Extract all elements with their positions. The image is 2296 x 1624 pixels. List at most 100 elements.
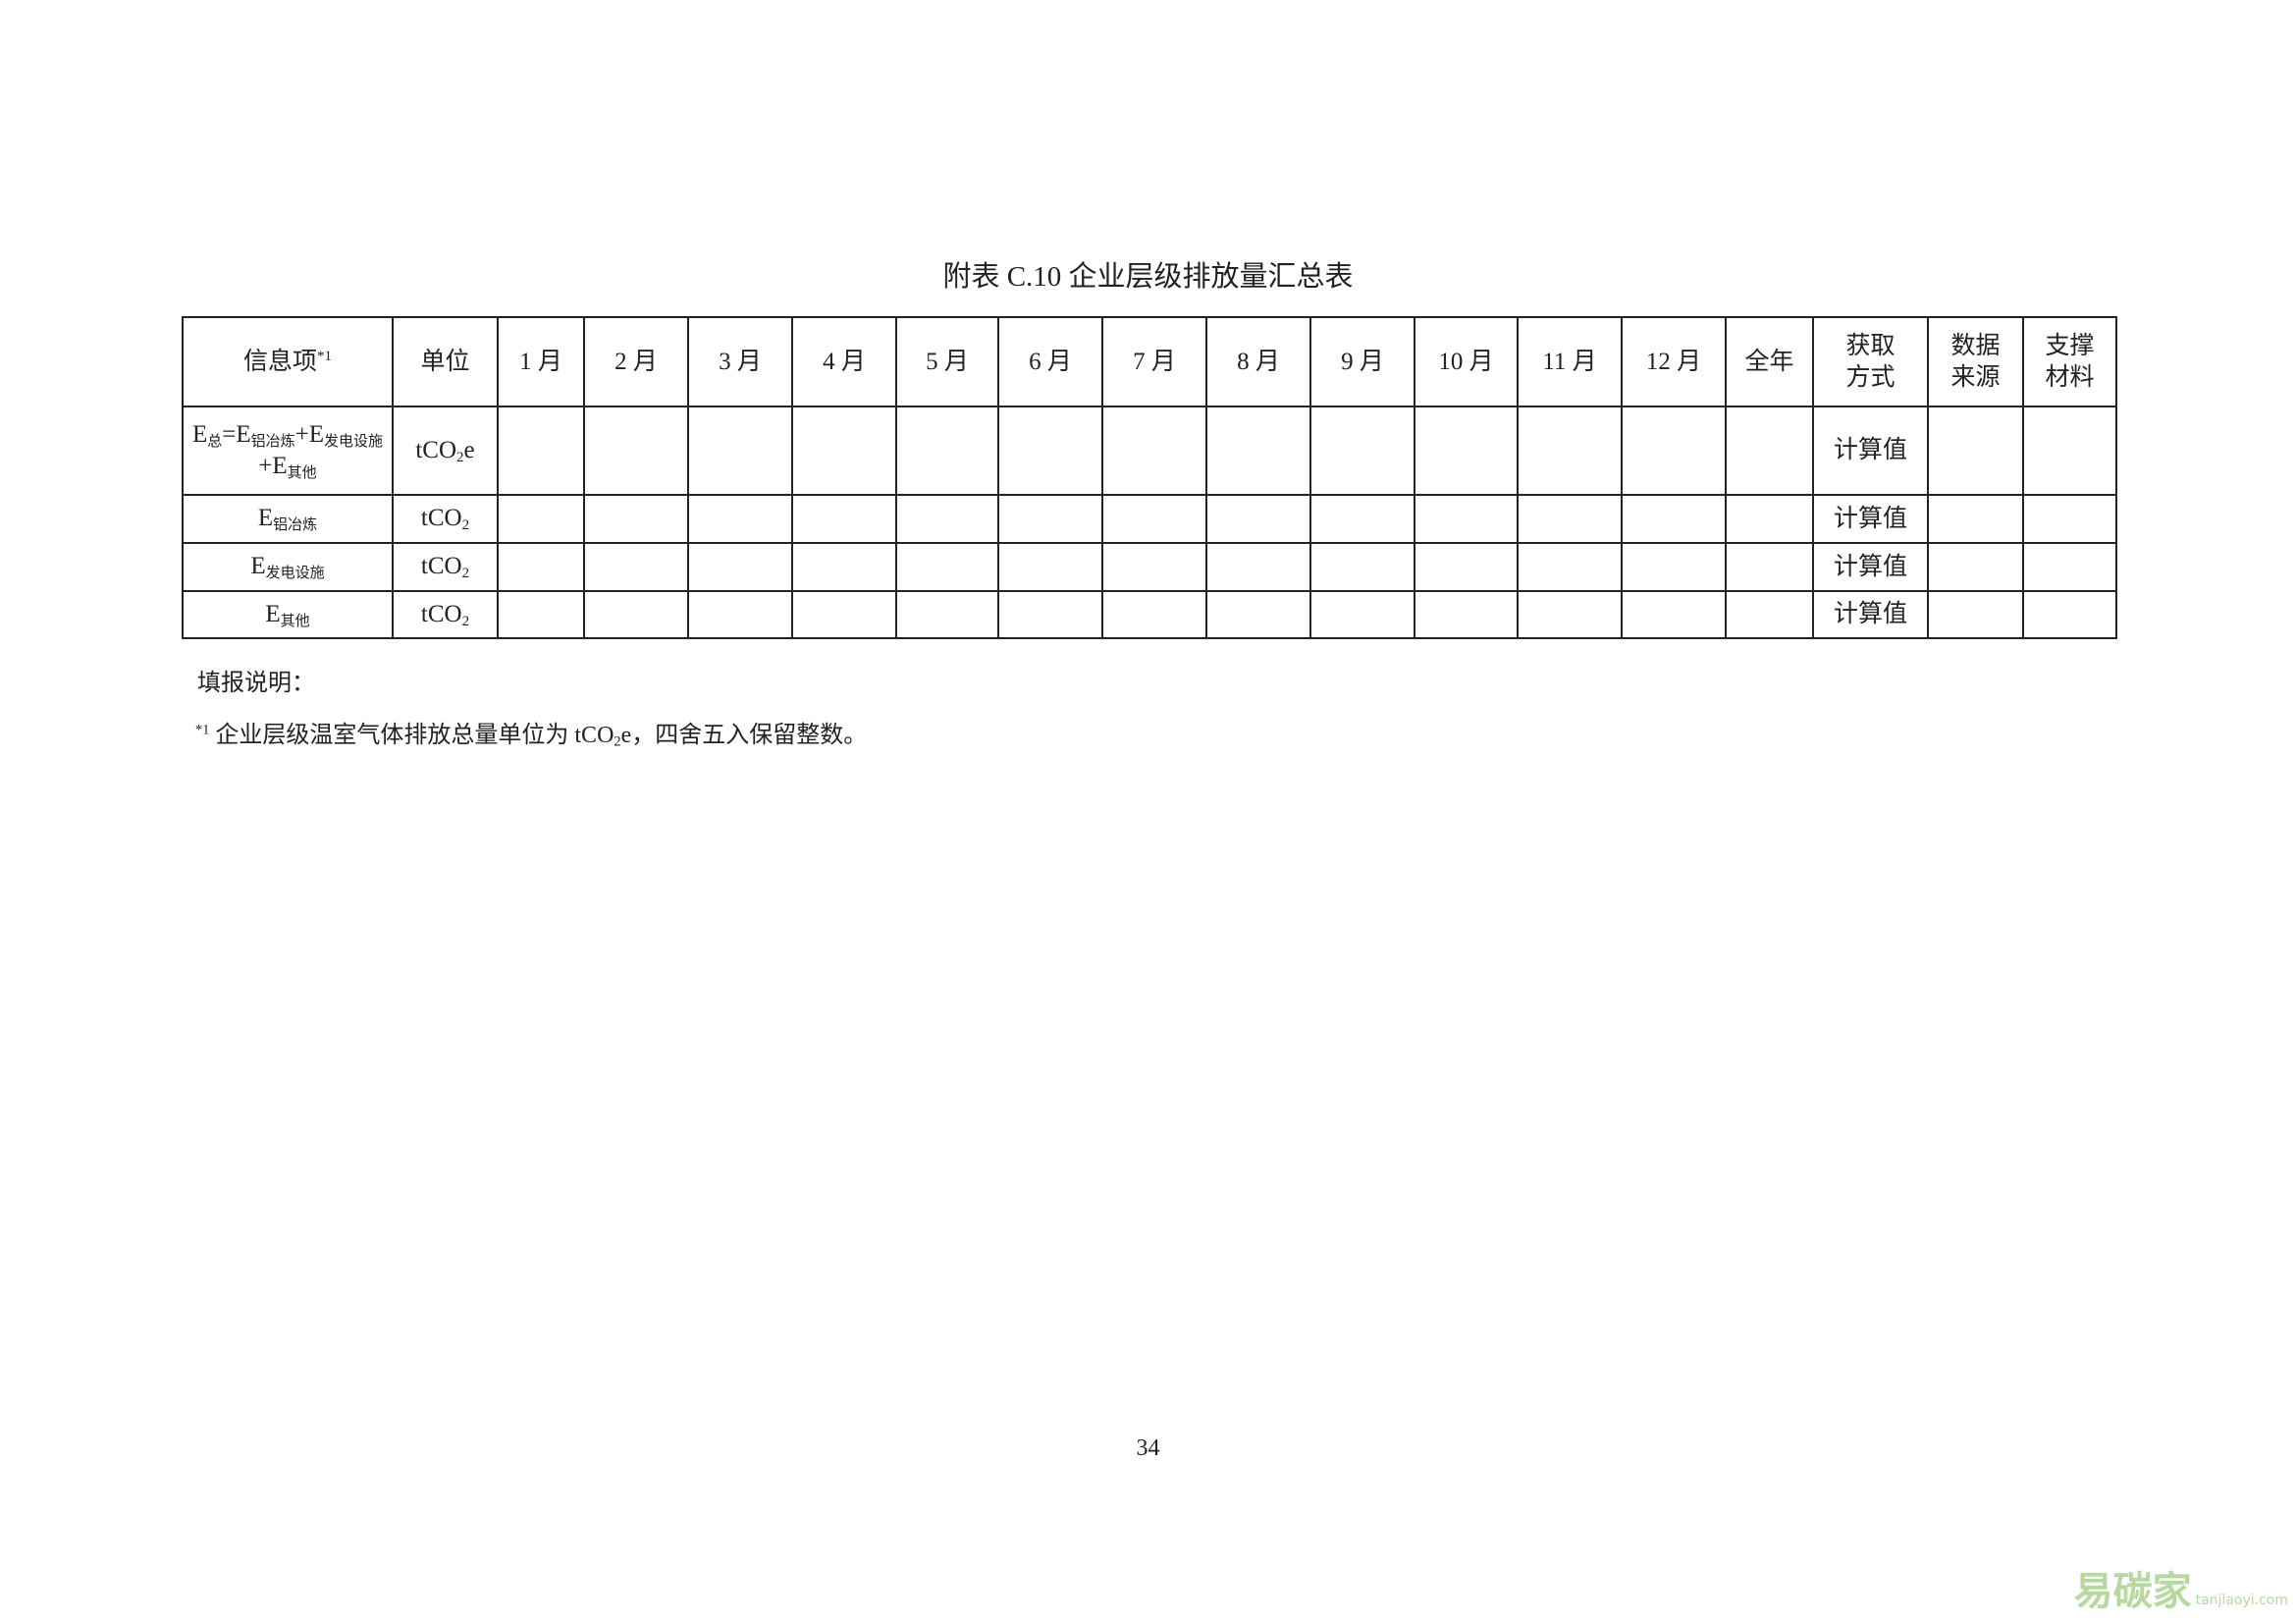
text-segment: 其他 xyxy=(287,464,317,481)
cell xyxy=(1621,590,1727,639)
method-text: 计算值 xyxy=(1833,505,1907,532)
cell xyxy=(2022,590,2117,639)
header-cell: 1 月 xyxy=(497,316,585,407)
cell xyxy=(791,494,897,544)
cell xyxy=(1517,590,1623,639)
header-cell: 6 月 xyxy=(997,316,1103,407)
header-text: 9 月 xyxy=(1341,348,1384,375)
header-cell: 3 月 xyxy=(687,316,793,407)
text-segment: tCO xyxy=(415,436,457,463)
page-number: 34 xyxy=(1136,1435,1160,1461)
cell xyxy=(1725,542,1814,592)
header-text: 1 月 xyxy=(519,348,562,375)
header-cell: 9 月 xyxy=(1309,316,1415,407)
text-segment: *1 xyxy=(317,348,332,364)
cell xyxy=(1309,590,1415,639)
cell xyxy=(1309,542,1415,592)
item-line: E其他 xyxy=(184,599,392,631)
watermark: 易碳家 tanjiaoyi.com xyxy=(2074,1559,2288,1616)
cell xyxy=(1414,406,1519,496)
cell xyxy=(583,406,689,496)
cell xyxy=(895,406,999,496)
cell xyxy=(997,406,1103,496)
cell xyxy=(895,590,999,639)
text-segment: 2 xyxy=(614,733,621,750)
data-row: E发电设施 tCO2 计算值 xyxy=(182,542,2117,592)
cell: 计算值 xyxy=(1812,494,1929,544)
summary-table: 信息项*1 单位 1 月 2 月 3 月 4 月 5 月 6 月 7 月 8 月 9 月 10 月 11… xyxy=(182,316,2117,639)
header-text: 12 月 xyxy=(1645,348,1702,375)
notes-heading: 填报说明： xyxy=(197,671,315,696)
header-text: 7 月 xyxy=(1133,348,1176,375)
text-segment: 铝冶炼 xyxy=(273,517,318,533)
cell xyxy=(1621,494,1727,544)
cell xyxy=(687,542,793,592)
text-segment: E xyxy=(257,505,274,532)
cell xyxy=(1621,406,1727,496)
unit-cell: tCO2 xyxy=(392,494,499,544)
cell xyxy=(1205,406,1311,496)
cell xyxy=(1927,406,2024,496)
unit-cell: tCO2e xyxy=(392,406,499,496)
item-cell: E发电设施 xyxy=(182,542,394,592)
cell xyxy=(1101,494,1207,544)
item-cell: E总=E铝冶炼+E发电设施 +E其他 xyxy=(182,406,394,496)
cell xyxy=(1101,542,1207,592)
header-text: 6 月 xyxy=(1029,348,1072,375)
text-segment: e，四舍五入保留整数。 xyxy=(620,723,868,748)
text-segment: 其他 xyxy=(280,613,310,629)
cell xyxy=(497,494,585,544)
cell xyxy=(791,406,897,496)
cell xyxy=(1309,494,1415,544)
watermark-site: tanjiaoyi.com xyxy=(2195,1593,2288,1608)
cell xyxy=(1725,406,1814,496)
text-segment: 信息项 xyxy=(242,348,317,375)
header-text: 2 月 xyxy=(614,348,658,375)
header-line: 数据 xyxy=(1950,333,2001,360)
cell xyxy=(497,590,585,639)
cell: 计算值 xyxy=(1812,590,1929,639)
text-segment: +E xyxy=(258,453,288,479)
header-cell: 12 月 xyxy=(1621,316,1727,407)
header-cell: 2 月 xyxy=(583,316,689,407)
cell xyxy=(1414,542,1519,592)
text-segment: 2 xyxy=(461,613,470,629)
text-segment: tCO xyxy=(420,600,462,627)
text-segment: tCO xyxy=(420,505,462,532)
unit-cell: tCO2 xyxy=(392,542,499,592)
data-row: E铝冶炼 tCO2 计算值 xyxy=(182,494,2117,544)
text-segment: 发电设施 xyxy=(265,566,325,581)
cell xyxy=(997,590,1103,639)
header-row: 信息项*1 单位 1 月 2 月 3 月 4 月 5 月 6 月 7 月 8 月 9 月 10 月 11… xyxy=(182,316,2117,407)
cell xyxy=(497,542,585,592)
cell xyxy=(895,494,999,544)
header-text: 4 月 xyxy=(823,348,866,375)
header-cell: 数据 来源 xyxy=(1927,316,2024,407)
text-segment: E xyxy=(265,600,281,627)
cell xyxy=(1725,590,1814,639)
text-segment: tCO xyxy=(420,553,462,580)
cell xyxy=(791,542,897,592)
method-text: 计算值 xyxy=(1833,553,1907,580)
text-segment: 发电设施 xyxy=(324,433,384,450)
text-segment: E xyxy=(250,553,266,580)
header-cell: 11 月 xyxy=(1517,316,1623,407)
header-text: 5 月 xyxy=(926,348,969,375)
cell xyxy=(1517,406,1623,496)
cell xyxy=(791,590,897,639)
item-line: E总=E铝冶炼+E发电设施 xyxy=(184,419,392,452)
unit-cell: tCO2 xyxy=(392,590,499,639)
data-row: E总=E铝冶炼+E发电设施 +E其他 tCO2e 计算值 xyxy=(182,406,2117,496)
footnote: *1 企业层级温室气体排放总量单位为 tCO2e，四舍五入保留整数。 xyxy=(195,715,867,751)
header-line: 材料 xyxy=(2045,363,2095,391)
item-cell: E其他 xyxy=(182,590,394,639)
header-text: 单位 xyxy=(420,348,470,375)
text-segment: =E xyxy=(222,420,251,448)
cell: 计算值 xyxy=(1812,406,1929,496)
cell xyxy=(1621,542,1727,592)
header-cell: 7 月 xyxy=(1101,316,1207,407)
cell xyxy=(1414,494,1519,544)
header-cell: 4 月 xyxy=(791,316,897,407)
text-segment: E xyxy=(191,420,208,448)
